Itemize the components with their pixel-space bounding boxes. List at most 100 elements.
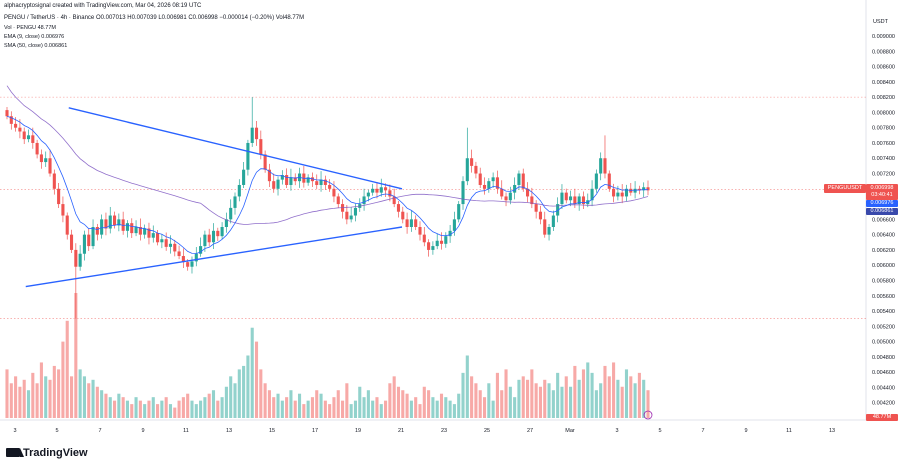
volume-bar <box>384 400 388 418</box>
candle-body <box>61 204 65 216</box>
volume-bar <box>474 383 478 418</box>
tradingview-logo[interactable]: TradingView <box>6 447 88 459</box>
volume-bar <box>177 400 181 418</box>
candle-body <box>319 179 323 185</box>
volume-bar <box>491 400 495 418</box>
price-tick-label: 0.008000 <box>872 110 895 116</box>
candle-body <box>521 173 525 189</box>
volume-bar <box>358 386 362 418</box>
volume-bar <box>293 400 297 418</box>
replay-icon[interactable] <box>643 410 653 420</box>
candle-body <box>332 188 336 197</box>
volume-bar <box>349 404 353 418</box>
candle-body <box>224 219 228 227</box>
price-tick-label: 0.008400 <box>872 80 895 86</box>
candle-body <box>495 177 499 189</box>
candle-body <box>573 196 577 205</box>
volume-bar <box>418 404 422 418</box>
time-axis[interactable]: 3 5 7 9 11 13 15 17 19 21 23 25 27 Mar 3 5 7 9 11 13 <box>13 428 835 434</box>
candle-body <box>242 169 246 185</box>
volume-bar <box>328 404 332 418</box>
volume-bar <box>22 379 26 418</box>
candle-body <box>190 261 194 267</box>
candle-body <box>409 219 413 227</box>
volume-bar <box>319 393 323 418</box>
time-tick-label: 5 <box>658 428 661 434</box>
volume-bar <box>143 404 147 418</box>
volume-legend[interactable]: Vol · PENGU 48.77M <box>4 25 56 31</box>
volume-bar <box>371 400 375 418</box>
volume-bar <box>211 390 216 418</box>
ema-tag: 0.006976 <box>866 200 898 207</box>
volume-bar <box>624 369 629 418</box>
candle-body <box>401 211 405 220</box>
symbol-line[interactable]: PENGU / TetherUS · 4h · Binance <box>4 15 95 21</box>
volume-bar <box>263 383 267 418</box>
time-tick-label: 9 <box>141 428 144 434</box>
candle-body <box>556 204 560 216</box>
volume-bar <box>125 400 130 418</box>
volume-bar <box>452 404 456 418</box>
volume-bar <box>39 362 43 418</box>
candle-body <box>14 123 18 128</box>
time-tick-label: 11 <box>183 428 189 434</box>
price-tick-label: 0.006200 <box>872 248 895 254</box>
candle-body <box>633 188 637 193</box>
volume-bar <box>612 362 616 418</box>
volume-bar <box>560 386 564 418</box>
time-tick-label: 21 <box>398 428 404 434</box>
volume-bar <box>134 397 138 418</box>
candle-body <box>289 177 293 185</box>
volume-bar <box>9 383 13 418</box>
volume-bar <box>272 397 276 418</box>
volume-bar <box>100 390 104 418</box>
candle-body <box>156 233 160 243</box>
candle-body <box>384 187 388 191</box>
volume-bar <box>156 404 160 418</box>
price-tick-label: 0.008800 <box>872 49 895 55</box>
candle-body <box>44 158 48 163</box>
volume-bar <box>577 379 581 418</box>
candle-body <box>349 215 353 220</box>
volume-bar <box>504 369 508 418</box>
candle-body <box>624 188 629 197</box>
candle-body <box>590 188 594 201</box>
volume-bar <box>87 383 91 418</box>
volume-bar <box>310 397 314 418</box>
candle-body <box>199 246 203 254</box>
candle-body <box>125 223 130 231</box>
candle-body <box>470 158 474 166</box>
volume-bar <box>14 376 18 418</box>
volume-bar <box>276 393 280 418</box>
price-axis[interactable]: 0.009000 0.008800 0.008600 0.008400 0.008200… <box>872 34 895 422</box>
candle-body <box>452 219 456 231</box>
volume-bar <box>151 397 155 418</box>
candle-body <box>272 181 276 189</box>
candle-body <box>603 158 607 174</box>
price-tag-value: 0.006998 <box>870 185 894 191</box>
volume-bar <box>233 383 237 418</box>
volume-bar <box>306 400 310 418</box>
volume-bar <box>323 400 327 418</box>
candle-body <box>87 234 91 247</box>
ema-legend[interactable]: EMA (9, close) 0.006976 <box>4 34 65 40</box>
sma-legend[interactable]: SMA (50, close) 0.006861 <box>4 43 68 49</box>
volume-bar <box>470 376 474 418</box>
volume-bar <box>168 404 173 418</box>
candle-body <box>474 165 478 174</box>
volume-bar <box>414 397 418 418</box>
volume-bar <box>345 383 349 418</box>
time-tick-label: 5 <box>55 428 58 434</box>
candle-body <box>508 192 512 201</box>
candle-body <box>263 154 267 170</box>
candle-body <box>560 192 564 205</box>
candle-body <box>551 215 555 227</box>
trendlines[interactable] <box>25 107 403 288</box>
volume-bar <box>392 376 396 418</box>
trendline-lower <box>25 226 403 288</box>
time-tick-label: 11 <box>786 428 792 434</box>
candle-body <box>315 181 319 185</box>
price-tick-label: 0.008200 <box>872 95 895 101</box>
candle-body <box>9 116 13 124</box>
